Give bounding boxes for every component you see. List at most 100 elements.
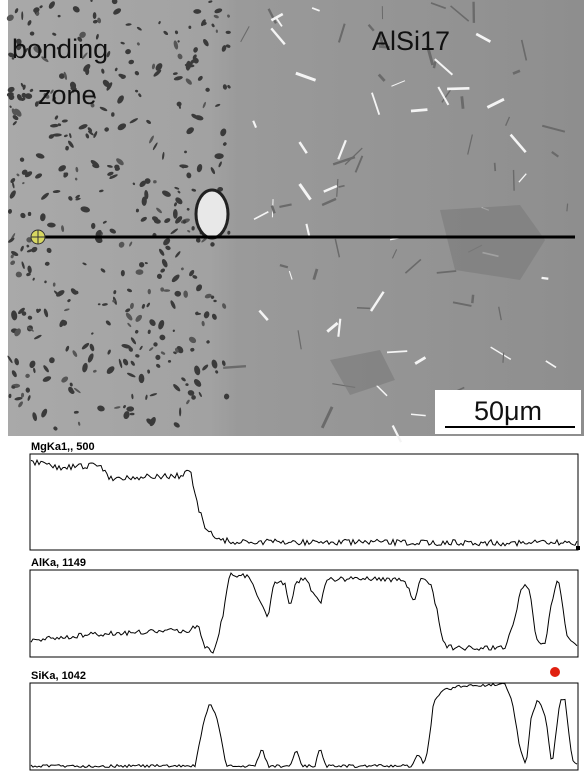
speck bbox=[175, 216, 183, 224]
speck bbox=[180, 267, 184, 271]
speck bbox=[186, 399, 190, 405]
speck bbox=[43, 93, 50, 99]
speck bbox=[144, 262, 148, 265]
needle bbox=[414, 356, 427, 365]
speck bbox=[57, 14, 61, 18]
needle bbox=[502, 352, 505, 363]
speck bbox=[172, 72, 178, 75]
speck bbox=[39, 5, 43, 9]
speck bbox=[24, 93, 33, 99]
speck bbox=[178, 104, 181, 109]
speck bbox=[27, 211, 32, 217]
speck bbox=[19, 157, 25, 162]
speck bbox=[139, 345, 143, 351]
speck bbox=[21, 169, 28, 175]
speck bbox=[158, 319, 165, 330]
speck bbox=[90, 0, 93, 2]
speck bbox=[153, 69, 162, 77]
speck bbox=[173, 351, 177, 355]
speck bbox=[116, 158, 124, 166]
speck bbox=[69, 389, 75, 395]
needle bbox=[551, 151, 559, 158]
speck bbox=[144, 178, 151, 184]
speck bbox=[109, 228, 116, 234]
speck bbox=[73, 387, 81, 394]
needle bbox=[240, 26, 250, 43]
speck bbox=[41, 408, 48, 418]
speck bbox=[128, 59, 135, 65]
speck bbox=[74, 290, 79, 295]
speck bbox=[222, 142, 227, 146]
speck bbox=[58, 165, 67, 172]
speck bbox=[130, 360, 135, 366]
needle bbox=[275, 18, 283, 27]
speck bbox=[188, 336, 197, 344]
speck bbox=[120, 41, 125, 45]
speck bbox=[132, 182, 136, 186]
speck bbox=[50, 89, 54, 94]
speck bbox=[87, 353, 94, 363]
speck bbox=[140, 216, 147, 222]
speck bbox=[72, 6, 80, 13]
speck bbox=[107, 171, 114, 176]
speck bbox=[134, 89, 139, 93]
speck bbox=[161, 259, 168, 268]
speck bbox=[24, 47, 28, 53]
needle bbox=[354, 155, 364, 173]
speck bbox=[26, 248, 34, 253]
speck bbox=[26, 326, 34, 332]
needle bbox=[490, 346, 512, 360]
speck bbox=[135, 269, 144, 275]
speck bbox=[92, 369, 97, 373]
speck bbox=[47, 222, 56, 228]
speck bbox=[146, 302, 150, 308]
needle bbox=[505, 116, 511, 127]
needle bbox=[270, 205, 276, 214]
speck bbox=[31, 246, 38, 253]
microstructure bbox=[6, 0, 572, 443]
speck bbox=[174, 202, 177, 207]
speck bbox=[210, 167, 216, 175]
speck bbox=[135, 208, 139, 213]
needle bbox=[253, 211, 269, 221]
speck bbox=[149, 416, 156, 427]
speck bbox=[177, 53, 183, 60]
speck bbox=[196, 284, 203, 292]
speck bbox=[120, 269, 125, 277]
speck bbox=[127, 322, 132, 328]
needle bbox=[267, 8, 277, 24]
speck bbox=[191, 395, 196, 400]
speck bbox=[222, 84, 228, 90]
speck bbox=[204, 293, 212, 299]
speck bbox=[215, 370, 219, 374]
speck bbox=[48, 1, 55, 9]
profile-frame bbox=[29, 682, 579, 771]
speck bbox=[163, 238, 171, 246]
needle bbox=[270, 27, 286, 46]
speck bbox=[49, 357, 55, 364]
speck bbox=[186, 172, 192, 179]
speck bbox=[92, 163, 100, 169]
speck bbox=[201, 320, 205, 327]
speck bbox=[21, 311, 27, 316]
speck bbox=[210, 295, 215, 299]
speck bbox=[27, 315, 33, 320]
speck bbox=[172, 208, 178, 219]
profile-curve bbox=[30, 682, 578, 769]
speck bbox=[126, 372, 136, 378]
speck bbox=[135, 314, 143, 322]
speck bbox=[14, 397, 23, 401]
speck bbox=[81, 342, 90, 350]
speck bbox=[215, 29, 218, 33]
speck bbox=[177, 40, 180, 43]
speck bbox=[225, 44, 231, 48]
speck bbox=[93, 96, 97, 99]
speck bbox=[165, 245, 171, 251]
speck bbox=[78, 124, 88, 130]
speck bbox=[203, 311, 210, 319]
speck bbox=[156, 363, 161, 368]
speck bbox=[14, 358, 19, 366]
speck bbox=[34, 334, 42, 340]
speck bbox=[35, 12, 40, 16]
